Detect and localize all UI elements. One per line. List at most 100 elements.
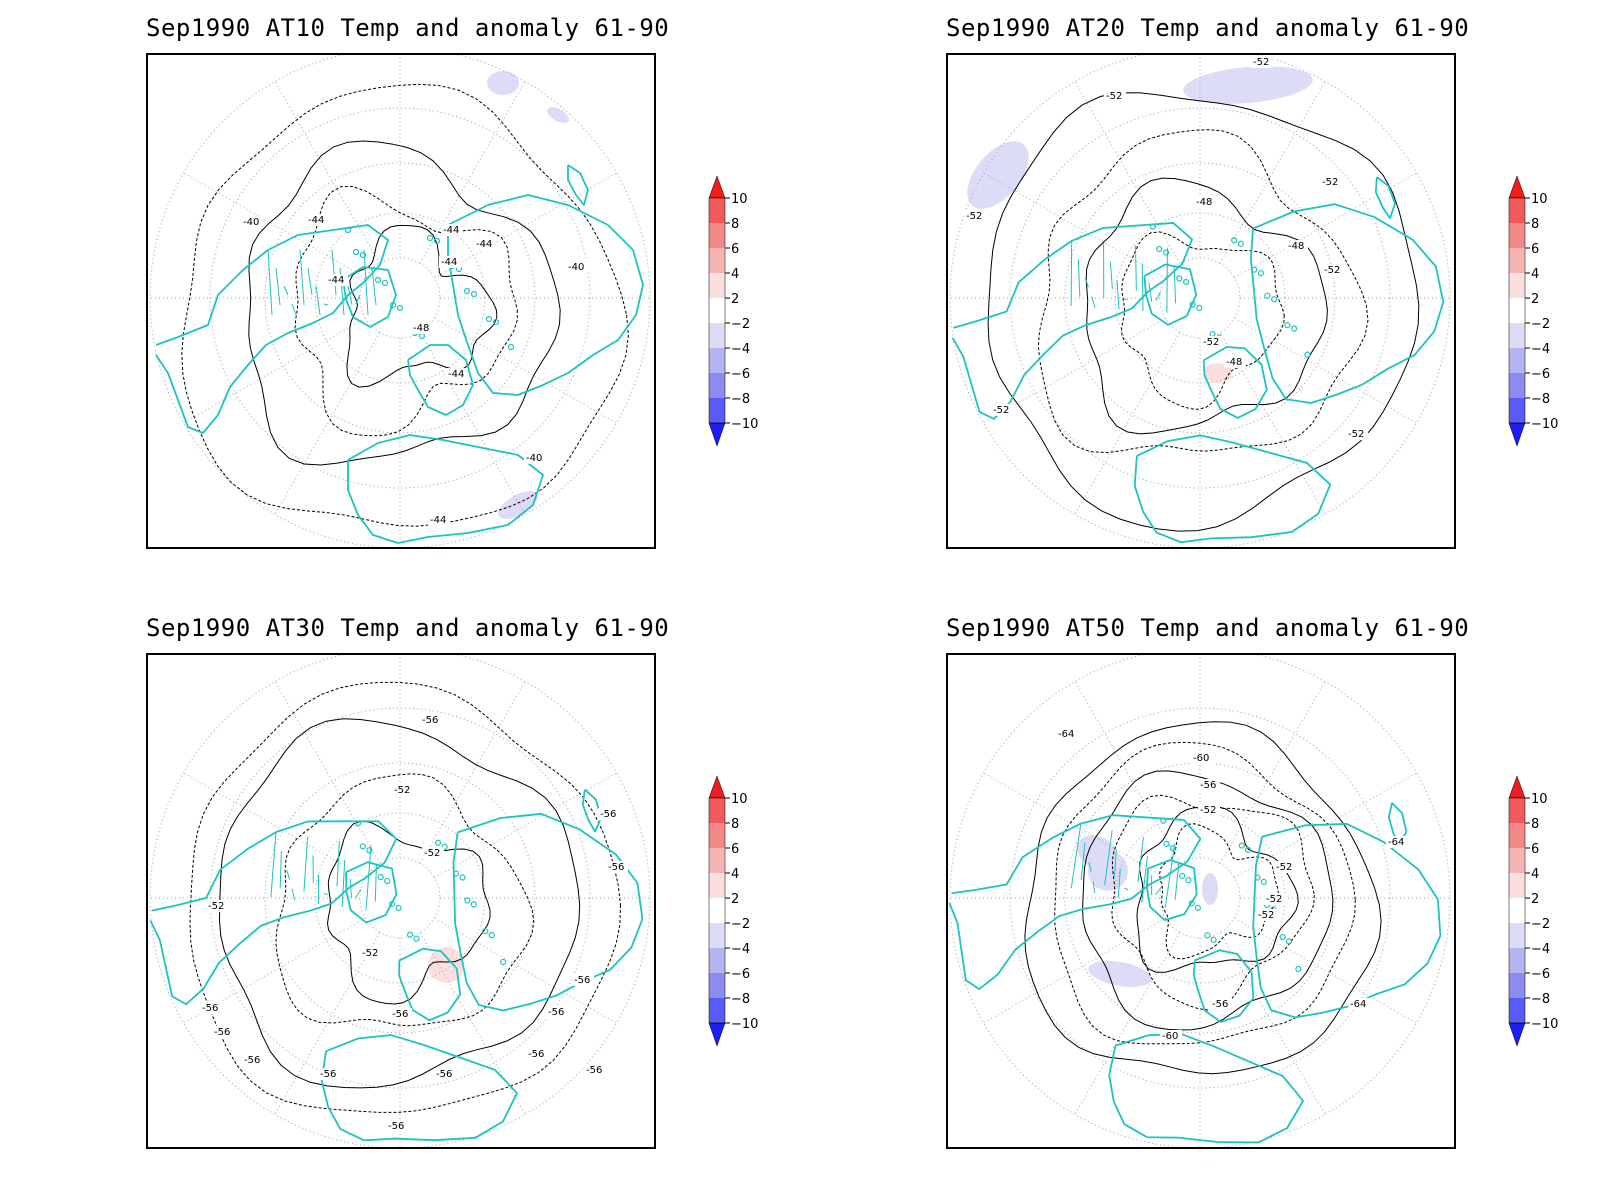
border-line <box>1155 886 1162 896</box>
meridian-line <box>274 932 381 1115</box>
border-line <box>1070 240 1073 307</box>
colorbar-segment <box>709 398 725 423</box>
colorbar-segment <box>1509 798 1525 823</box>
contour-label: -56 <box>320 1069 336 1080</box>
contour-label: -52 <box>1266 894 1282 905</box>
colorbar-segment <box>1509 848 1525 873</box>
contour-label-bg <box>434 1068 456 1080</box>
colorbar-segment <box>709 823 725 848</box>
island-outline <box>485 315 493 323</box>
island-outline <box>1270 296 1278 303</box>
colorbar-label: −2 <box>731 917 750 932</box>
coastline-africa <box>1133 434 1332 544</box>
contour-label: -56 <box>586 1065 602 1076</box>
border-line <box>1137 836 1144 882</box>
colorbar-label: 2 <box>731 292 739 307</box>
border-line <box>355 294 361 305</box>
anomaly-patch <box>1183 66 1313 104</box>
colorbar-label: 4 <box>731 267 739 282</box>
temperature-contour <box>275 773 535 1027</box>
colorbar-segment <box>709 348 725 373</box>
meridian-line <box>274 332 381 515</box>
contour-label: -48 <box>413 323 429 334</box>
contour-label-bg <box>1198 779 1220 791</box>
contour-label-bg <box>1056 728 1078 740</box>
contour-label: -56 <box>1212 999 1228 1010</box>
contour-label-bg <box>439 256 461 268</box>
polar-map-frame: -40 -44 -44 -44 -44 -44 -48 -44 -40 -40 -44 <box>146 53 656 549</box>
contour-label-bg <box>206 900 228 912</box>
contour-label: -60 <box>1193 753 1209 764</box>
island-outline <box>1264 292 1271 299</box>
meridian-line <box>434 772 617 879</box>
border-line <box>286 869 290 880</box>
contour-label-bg <box>1201 336 1223 348</box>
colorbar-label: −10 <box>1531 1017 1558 1032</box>
border-line <box>1109 261 1113 289</box>
contour-label-bg <box>212 1026 234 1038</box>
island-outline <box>1260 878 1267 886</box>
temperature-contour <box>189 681 622 1113</box>
anomaly-patch <box>428 947 464 983</box>
island-outline <box>1182 278 1190 286</box>
contour-label: -44 <box>476 239 492 250</box>
coastline-namerica <box>948 814 1202 990</box>
contour-label-bg <box>386 1120 408 1132</box>
temperature-contour <box>1082 770 1334 1031</box>
contour-label-bg <box>1386 836 1408 848</box>
contour-label: -52 <box>1324 265 1340 276</box>
island-outline <box>395 904 402 912</box>
colorbar-segment <box>709 898 725 923</box>
colorbar-label: 2 <box>731 892 739 907</box>
panel-at10: Sep1990 AT10 Temp and anomaly 61-90 -40-… <box>0 0 800 600</box>
contour-label: -40 <box>243 217 259 228</box>
island-outline <box>434 839 442 846</box>
contour-label: -64 <box>1058 729 1074 740</box>
meridian-line <box>419 332 526 515</box>
coastline-africa <box>320 1034 518 1142</box>
island-outline <box>374 276 382 284</box>
contour-label: -52 <box>1200 805 1216 816</box>
contour-label-bg <box>1322 264 1344 276</box>
panel-title: Sep1990 AT20 Temp and anomaly 61-90 <box>946 14 1470 42</box>
colorbar-segment <box>1509 398 1525 423</box>
colorbar-label: −10 <box>731 417 758 432</box>
colorbar-label: −6 <box>731 967 750 982</box>
colorbar-segment <box>709 273 725 298</box>
colorbar-outline <box>708 797 726 1024</box>
colorbar-segment <box>1509 248 1525 273</box>
island-outline <box>1251 266 1258 273</box>
latitude-circle <box>209 707 591 1089</box>
colorbar-label: 4 <box>1531 267 1539 282</box>
meridian-line <box>434 317 617 424</box>
polar-map-frame: -64 -60 -56 -52 -64 -52 -52 -52 -56 -64 -60 <box>946 653 1456 1149</box>
latitude-circle <box>209 107 591 489</box>
border-line <box>347 285 353 306</box>
meridian-line <box>434 917 617 1024</box>
colorbar-label: 10 <box>1531 192 1548 207</box>
contour-label: -56 <box>600 809 616 820</box>
island-outline <box>463 287 471 295</box>
temperature-contour <box>181 83 629 527</box>
border-line <box>307 267 313 296</box>
border-line <box>303 836 309 892</box>
border-line <box>341 859 346 908</box>
colorbar-segment <box>709 198 725 223</box>
contour-label-bg <box>306 214 328 226</box>
contour-label-bg <box>420 714 442 726</box>
anomaly-patch <box>498 491 538 519</box>
temperature-contour <box>1111 794 1315 1011</box>
contour-label: -40 <box>568 262 584 273</box>
colorbar-segment <box>1509 198 1525 223</box>
colorbar-segment <box>1509 323 1525 348</box>
panel-at20: Sep1990 AT20 Temp and anomaly 61-90 -52-… <box>800 0 1600 600</box>
contour-label-bg <box>390 1008 412 1020</box>
coastline-japan <box>567 164 589 206</box>
contour-label-bg <box>1346 428 1368 440</box>
border-line <box>371 267 377 306</box>
contour-label-bg <box>392 784 414 796</box>
polar-map-frame: -52 -52 -52 -48 -52 -52 -48 -52 -48 -52 -52 <box>946 53 1456 549</box>
island-outline <box>377 874 384 881</box>
island-outline <box>441 843 448 850</box>
island-outline <box>344 226 352 234</box>
